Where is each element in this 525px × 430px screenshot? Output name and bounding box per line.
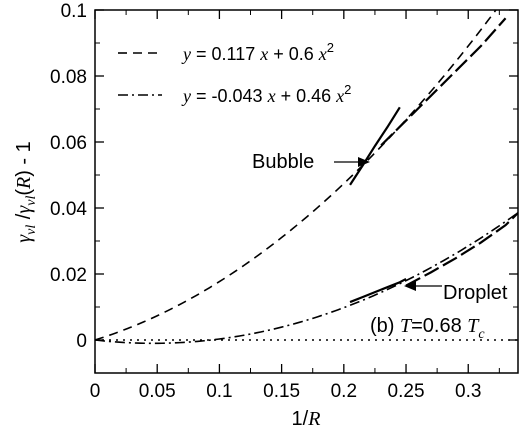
annotations: Bubble Droplet (b) T=0.68 Tc xyxy=(252,151,508,342)
droplet-label: Droplet xyxy=(443,282,508,304)
series-layer xyxy=(95,10,518,345)
legend-label-fit-2: y = -0.043 x + 0.46 x2 xyxy=(181,82,351,106)
series-line-2 xyxy=(349,106,401,186)
y-axis-title: γvl /γvl(R) - 1 xyxy=(13,141,39,243)
x-tick-label: 0.05 xyxy=(139,381,176,402)
plot-frame xyxy=(94,9,519,374)
x-tick-label: 0.1 xyxy=(206,381,232,402)
legend: y = 0.117 x + 0.6 x2 y = -0.043 x + 0.46… xyxy=(118,40,351,106)
series-line-5 xyxy=(405,212,518,287)
ticks-layer: 0 0.05 0.1 0.15 0.2 0.25 0.3 0 0.02 0.04 0.06 0.08 0… xyxy=(50,1,518,402)
y-tick-label: 0 xyxy=(76,331,87,352)
y-tick-label: 0.02 xyxy=(50,265,87,286)
droplet-arrow-head xyxy=(404,281,416,291)
x-tick-label: 0.2 xyxy=(331,381,357,402)
legend-label-fit-1: y = 0.117 x + 0.6 x2 xyxy=(181,40,334,64)
x-tick-label: 0.25 xyxy=(388,381,425,402)
x-tick-label: 0.3 xyxy=(455,381,481,402)
series-line-0 xyxy=(95,10,497,341)
y-tick-label: 0.1 xyxy=(61,1,87,22)
series-line-3 xyxy=(380,17,507,147)
y-tick-label: 0.08 xyxy=(50,67,87,88)
y-tick-label: 0.06 xyxy=(50,133,87,154)
bubble-label: Bubble xyxy=(252,151,314,173)
y-tick-label: 0.04 xyxy=(50,199,87,220)
panel-label: (b) T=0.68 Tc xyxy=(370,315,485,342)
series-line-4 xyxy=(349,277,407,304)
series-line-1 xyxy=(95,212,518,345)
x-axis-title: 1/R xyxy=(292,408,321,430)
bubble-arrow-head xyxy=(358,157,370,167)
x-tick-label: 0 xyxy=(90,381,101,402)
x-tick-label: 0.15 xyxy=(263,381,300,402)
